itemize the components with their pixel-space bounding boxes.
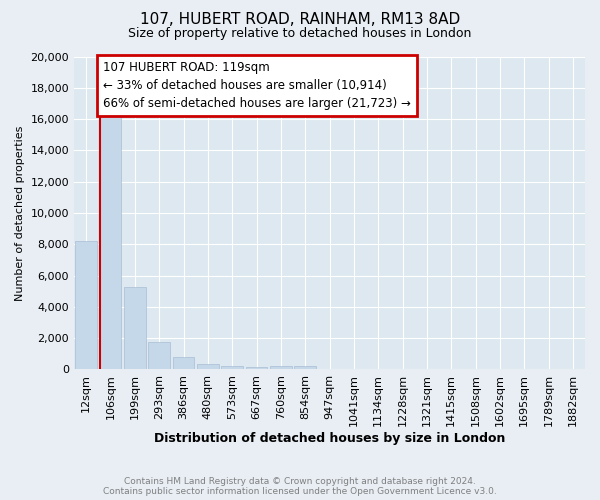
Text: 107, HUBERT ROAD, RAINHAM, RM13 8AD: 107, HUBERT ROAD, RAINHAM, RM13 8AD xyxy=(140,12,460,28)
Bar xyxy=(148,342,170,369)
Bar xyxy=(173,357,194,370)
Bar xyxy=(270,366,292,370)
Text: Size of property relative to detached houses in London: Size of property relative to detached ho… xyxy=(128,28,472,40)
Text: Contains public sector information licensed under the Open Government Licence v3: Contains public sector information licen… xyxy=(103,487,497,496)
Bar xyxy=(245,367,268,370)
Bar xyxy=(197,364,219,370)
X-axis label: Distribution of detached houses by size in London: Distribution of detached houses by size … xyxy=(154,432,505,445)
Bar xyxy=(75,241,97,370)
Text: 107 HUBERT ROAD: 119sqm
← 33% of detached houses are smaller (10,914)
66% of sem: 107 HUBERT ROAD: 119sqm ← 33% of detache… xyxy=(103,61,411,110)
Bar xyxy=(124,286,146,370)
Bar xyxy=(294,366,316,370)
Y-axis label: Number of detached properties: Number of detached properties xyxy=(15,126,25,300)
Bar xyxy=(100,112,121,370)
Text: Contains HM Land Registry data © Crown copyright and database right 2024.: Contains HM Land Registry data © Crown c… xyxy=(124,477,476,486)
Bar xyxy=(221,366,243,370)
